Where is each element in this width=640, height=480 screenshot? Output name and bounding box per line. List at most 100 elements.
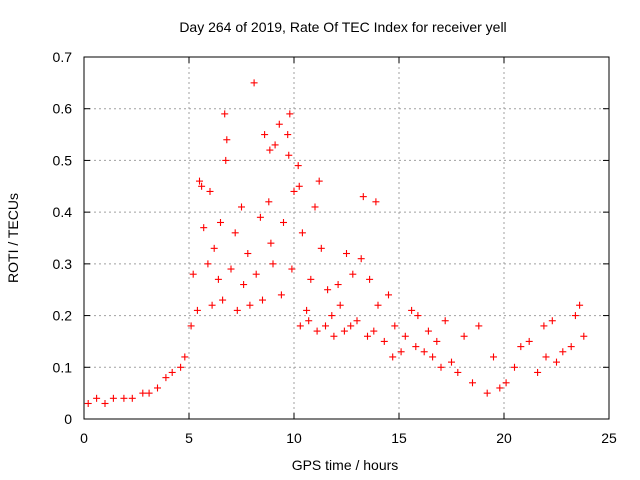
y-tick-label: 0.2 xyxy=(53,308,73,324)
data-point xyxy=(210,244,218,252)
x-tick-label: 15 xyxy=(391,430,407,446)
data-point xyxy=(269,260,277,268)
data-point xyxy=(196,177,203,185)
data-point xyxy=(324,286,332,294)
data-point xyxy=(336,301,344,309)
data-point xyxy=(275,120,283,128)
data-point xyxy=(359,193,367,201)
data-point xyxy=(448,358,455,366)
data-point xyxy=(204,260,212,268)
data-point xyxy=(198,182,206,190)
data-point xyxy=(330,332,338,340)
data-point xyxy=(217,218,224,226)
data-point xyxy=(128,394,136,402)
data-point xyxy=(469,379,476,387)
data-point xyxy=(408,306,416,314)
data-point xyxy=(189,270,197,278)
data-point xyxy=(294,162,302,170)
data-point xyxy=(233,306,241,314)
data-point xyxy=(424,327,432,335)
data-point xyxy=(534,368,542,376)
y-tick-label: 0.5 xyxy=(53,152,73,168)
data-point xyxy=(502,379,510,387)
data-point xyxy=(285,151,293,159)
data-point xyxy=(553,358,560,366)
data-point xyxy=(420,348,428,356)
data-point xyxy=(139,389,147,397)
y-tick-labels: 0 0.1 0.2 0.3 0.4 0.5 0.6 0.7 xyxy=(53,49,73,427)
x-tick-label: 5 xyxy=(185,430,193,446)
data-point xyxy=(265,198,273,206)
data-point xyxy=(511,363,518,371)
plot-frame xyxy=(83,56,610,420)
data-point xyxy=(441,317,449,325)
y-tick-label: 0.4 xyxy=(53,204,73,220)
data-point xyxy=(162,374,170,382)
data-point xyxy=(364,332,371,340)
data-point xyxy=(548,317,556,325)
x-tick-label: 0 xyxy=(80,430,88,446)
data-point xyxy=(286,110,294,118)
data-point xyxy=(414,312,422,320)
grid-lines xyxy=(84,57,609,419)
data-point xyxy=(246,301,254,309)
data-point xyxy=(347,322,355,330)
data-point xyxy=(93,394,101,402)
data-points xyxy=(84,79,588,407)
data-point xyxy=(580,332,588,340)
data-point xyxy=(154,384,161,392)
data-point xyxy=(343,250,350,258)
data-point xyxy=(385,291,392,299)
data-point xyxy=(227,265,235,273)
data-point xyxy=(223,136,231,144)
data-point xyxy=(259,296,266,304)
data-point xyxy=(542,353,550,361)
data-point xyxy=(334,281,342,289)
data-point xyxy=(267,239,275,247)
data-point xyxy=(181,353,189,361)
data-point xyxy=(177,363,185,371)
data-point xyxy=(576,301,584,309)
x-tick-label: 25 xyxy=(601,430,617,446)
data-point xyxy=(214,275,222,283)
data-point xyxy=(454,368,462,376)
data-point xyxy=(313,327,321,335)
data-point xyxy=(277,291,285,299)
data-point xyxy=(290,187,298,195)
data-point xyxy=(483,389,491,397)
data-point xyxy=(311,203,319,211)
data-point xyxy=(295,182,303,190)
y-tick-label: 0 xyxy=(64,411,72,427)
data-point xyxy=(240,281,248,289)
data-point xyxy=(231,229,239,237)
data-point xyxy=(315,177,323,185)
data-point xyxy=(437,363,445,371)
data-point xyxy=(317,244,325,252)
data-point xyxy=(433,337,441,345)
data-point xyxy=(340,327,348,335)
data-point xyxy=(490,353,497,361)
data-point xyxy=(221,110,229,118)
data-point xyxy=(303,306,311,314)
data-point xyxy=(252,270,260,278)
data-point xyxy=(256,213,264,221)
data-point xyxy=(496,384,504,392)
data-point xyxy=(266,146,274,154)
data-point xyxy=(559,348,567,356)
chart-title: Day 264 of 2019, Rate Of TEC Index for r… xyxy=(179,19,506,35)
y-tick-label: 0.3 xyxy=(53,256,73,272)
x-tick-labels: 0 5 10 15 20 25 xyxy=(80,430,617,446)
data-point xyxy=(475,322,483,330)
data-point xyxy=(366,275,374,283)
data-point xyxy=(206,187,214,195)
data-point xyxy=(261,131,269,139)
data-point xyxy=(298,229,306,237)
y-tick-label: 0.7 xyxy=(53,49,73,65)
data-point xyxy=(357,255,365,263)
data-point xyxy=(271,141,279,149)
x-tick-label: 10 xyxy=(286,430,302,446)
data-point xyxy=(101,399,109,407)
x-tick-label: 20 xyxy=(496,430,512,446)
